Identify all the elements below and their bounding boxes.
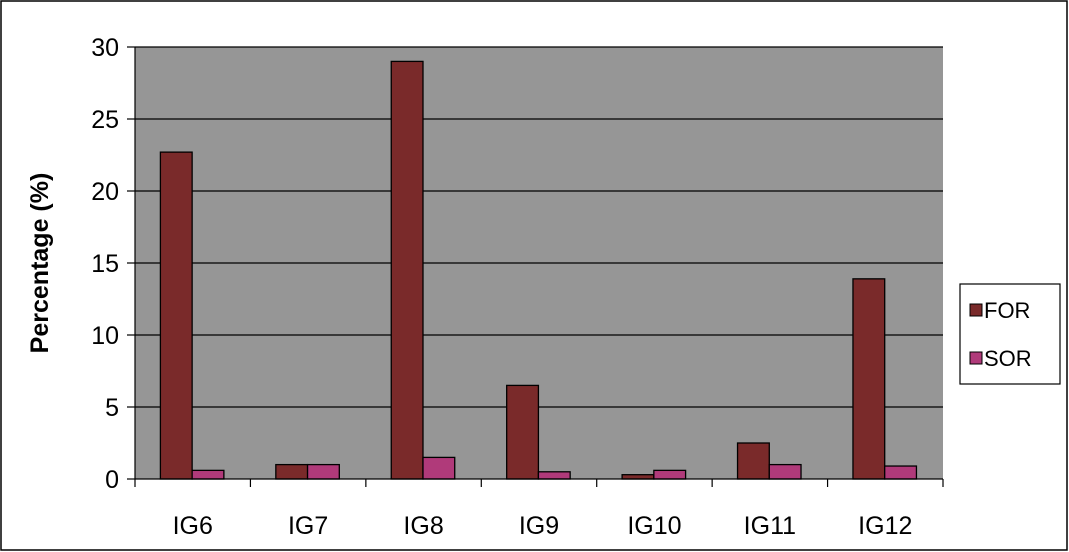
legend-box (959, 283, 1061, 385)
legend-swatch-sor (969, 351, 983, 365)
x-tick-label: IG9 (519, 512, 559, 540)
legend-swatch-for (969, 303, 983, 317)
x-tick-label: IG11 (744, 512, 796, 540)
x-tick-label: IG7 (288, 512, 328, 540)
y-tick-labels: 0 5 10 15 20 25 30 (91, 34, 119, 494)
x-tick-labels: IG6 IG7 IG8 IG9 IG10 IG11 IG12 (173, 512, 913, 540)
bar-for-ig10 (621, 474, 655, 480)
bar-for-ig8 (390, 60, 424, 480)
y-tick-label: 25 (91, 106, 119, 134)
bars (159, 60, 918, 480)
axes (127, 46, 944, 487)
x-tick-label: IG6 (173, 512, 213, 540)
y-axis-label: Percentage (%) (26, 173, 54, 354)
bar-sor-ig8 (422, 456, 456, 480)
y-tick-label: 30 (91, 34, 119, 62)
bar-for-ig11 (736, 442, 770, 480)
bar-for-ig9 (506, 384, 540, 480)
bar-sor-ig9 (537, 471, 571, 480)
bar-sor-ig6 (191, 469, 225, 480)
gridlines (135, 46, 943, 408)
y-tick-label: 15 (91, 250, 119, 278)
x-tick-label: IG12 (858, 512, 912, 540)
bar-sor-ig12 (884, 465, 918, 480)
x-tick-label: IG8 (403, 512, 443, 540)
x-tick-label: IG10 (627, 512, 681, 540)
y-tick-label: 5 (105, 394, 119, 422)
y-tick-label: 20 (91, 178, 119, 206)
bar-for-ig7 (275, 463, 309, 480)
legend-label-for: FOR (984, 298, 1030, 323)
bar-for-ig12 (852, 278, 886, 480)
bar-for-ig6 (159, 151, 193, 480)
legend-label-sor: SOR (984, 346, 1032, 371)
legend: FOR SOR (959, 283, 1061, 385)
bar-sor-ig10 (653, 469, 687, 480)
y-tick-label: 10 (91, 322, 119, 350)
bar-sor-ig11 (768, 463, 802, 480)
y-tick-label: 0 (105, 466, 119, 494)
bar-sor-ig7 (306, 463, 340, 480)
